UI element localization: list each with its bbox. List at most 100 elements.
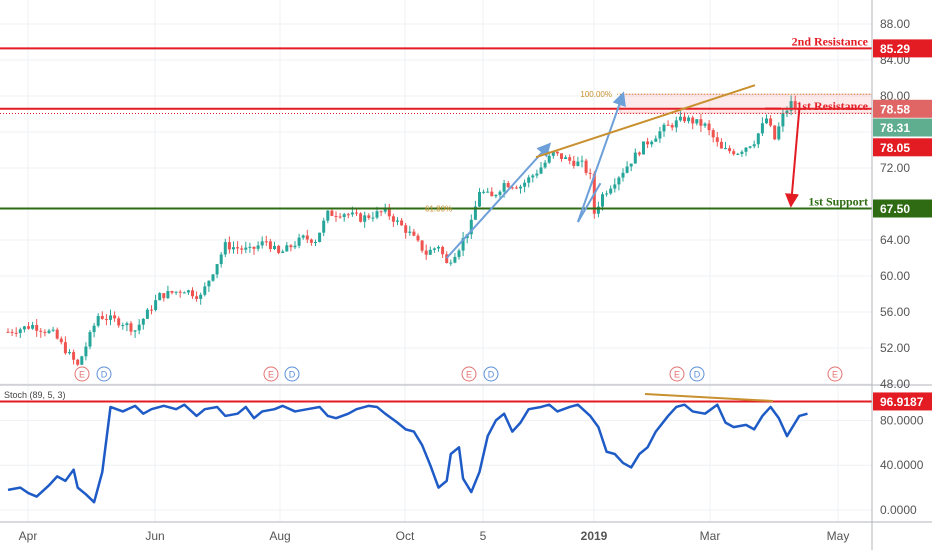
candle-body — [154, 300, 158, 310]
candle-body — [498, 191, 502, 195]
candle-body — [330, 210, 334, 216]
price-tick-label: 72.00 — [880, 161, 910, 175]
candle-body — [711, 130, 715, 138]
candle-body — [494, 194, 498, 197]
first-support-badge: 67.50 — [880, 202, 910, 216]
candle-body — [568, 157, 572, 161]
candle-body — [76, 359, 80, 365]
second-resistance-label: 2nd Resistance — [792, 34, 869, 48]
candle-body — [650, 141, 654, 145]
stoch-level-badge: 96.9187 — [880, 395, 924, 409]
stoch-pane: Stoch (89, 5, 3) — [0, 390, 872, 504]
grid — [0, 0, 872, 522]
candle-body — [769, 118, 773, 126]
candle-body — [285, 245, 289, 252]
candle-body — [695, 119, 699, 124]
candle-body — [133, 330, 137, 332]
candle-body — [687, 117, 691, 122]
impulse-arrow-1 — [445, 142, 552, 259]
candle-body — [576, 161, 580, 166]
time-tick-label: Oct — [396, 529, 415, 543]
candle-body — [63, 342, 67, 354]
candle-body — [121, 325, 125, 327]
candle-body — [617, 177, 621, 185]
candle-body — [39, 330, 43, 332]
candle-body — [314, 242, 317, 244]
candle-body — [6, 331, 10, 333]
candle-body — [166, 291, 170, 299]
candle-body — [170, 291, 174, 293]
candle-body — [457, 250, 461, 257]
candle-body — [473, 206, 477, 220]
candle-body — [637, 152, 641, 155]
price-tick-label: 60.00 — [880, 269, 910, 283]
candle-body — [383, 207, 387, 212]
candle-body — [162, 293, 166, 299]
impulse-arrow-2 — [576, 91, 626, 223]
candle-body — [150, 309, 153, 311]
candle-body — [158, 293, 162, 301]
candle-body — [268, 241, 272, 250]
candle-body — [293, 245, 297, 248]
candle-body — [609, 188, 613, 194]
price-pane: 2nd Resistance 1st Resistance 1st Support 1… — [0, 34, 873, 382]
candle-body — [72, 352, 76, 360]
candle-body — [760, 123, 764, 134]
candle-body — [490, 191, 494, 197]
candle-body — [785, 110, 789, 114]
candle-body — [437, 246, 440, 249]
candle-body — [678, 116, 682, 121]
candle-body — [14, 332, 18, 334]
candle-body — [601, 194, 604, 207]
price-tick-label: 52.00 — [880, 341, 910, 355]
time-tick-label: 2019 — [581, 529, 608, 543]
candle-body — [215, 264, 219, 275]
alt-price-badge-bg — [873, 138, 932, 157]
candle-body — [551, 151, 555, 156]
candle-body — [141, 318, 145, 325]
candle-body — [478, 192, 481, 207]
candle-body — [203, 286, 207, 295]
candle-body — [404, 225, 408, 233]
candle-body — [186, 290, 190, 293]
current-price-badge: 78.31 — [880, 121, 910, 135]
price-tick-label: 48.00 — [880, 377, 910, 391]
candle-body — [43, 331, 47, 333]
time-tick-label: Mar — [700, 529, 721, 543]
candle-body — [252, 246, 256, 249]
resistance-zone — [619, 93, 873, 114]
second-resistance-badge-bg — [873, 39, 932, 58]
candle-body — [207, 280, 211, 287]
candle-body — [531, 175, 535, 178]
candle-body — [363, 215, 367, 222]
event-label: D — [488, 370, 495, 380]
candle-body — [334, 215, 338, 217]
event-label: D — [101, 370, 108, 380]
alt-price-badge: 78.05 — [880, 141, 910, 155]
candle-body — [125, 323, 129, 326]
candle-body — [547, 155, 551, 163]
candle-body — [379, 211, 383, 213]
candle-body — [371, 217, 375, 219]
candle-body — [662, 124, 666, 132]
candle-body — [191, 290, 194, 297]
candle-body — [555, 151, 559, 154]
earnings-event-icon — [74, 366, 90, 382]
candle-body — [309, 239, 313, 243]
time-tick-label: Jun — [145, 529, 164, 543]
candle-body — [211, 274, 215, 281]
candle-body — [35, 325, 39, 331]
candle-body — [527, 177, 531, 183]
candle-body — [449, 262, 453, 264]
candle-body — [613, 184, 617, 189]
time-tick-label: May — [827, 529, 850, 543]
candle-body — [396, 220, 399, 222]
current-price-badge-bg — [873, 118, 932, 137]
candle-body — [18, 329, 22, 334]
first-resistance-badge-bg — [873, 99, 932, 118]
candle-body — [580, 160, 584, 162]
candle-body — [359, 213, 363, 222]
candle-body — [506, 183, 510, 188]
event-label: E — [466, 370, 472, 380]
